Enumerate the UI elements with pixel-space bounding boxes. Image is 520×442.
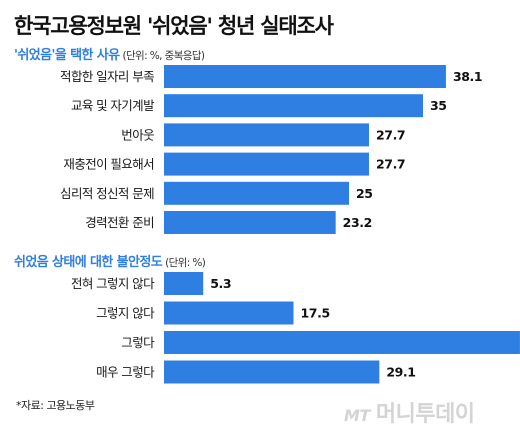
section-1-title: '쉬었음'을 택한 사유 [14, 48, 120, 63]
category-label-1-1: 적합한 일자리 부족 [60, 69, 154, 84]
category-label-2-3: 그렇다 [121, 335, 155, 350]
section-1-unit: (단위: %, 중복응답) [122, 50, 205, 62]
bar-1-3 [164, 123, 369, 147]
value-label-1-3: 27.7 [376, 127, 405, 142]
value-label-1-2: 35 [430, 98, 447, 113]
bar-2-2 [164, 301, 294, 325]
bar-1-2 [164, 94, 423, 118]
value-label-1-1: 38.1 [453, 69, 482, 84]
value-label-1-6: 23.2 [343, 215, 372, 230]
category-label-1-5: 심리적 정신적 문제 [60, 186, 154, 201]
category-label-2-4: 매우 그렇다 [96, 365, 155, 380]
bar-1-6 [164, 211, 336, 234]
value-label-2-1: 5.3 [210, 276, 231, 291]
bar-1-1 [164, 65, 446, 88]
bar-2-1 [164, 272, 204, 295]
chart-title: 한국고용정보원 '쉬었음' 청년 실태조사 [14, 14, 334, 38]
value-label-1-5: 25 [356, 186, 373, 201]
category-label-2-2: 그렇지 않다 [96, 306, 155, 321]
section-2-heading: 쉬었음 상태에 대한 불안정도 (단위: %) [14, 251, 206, 270]
bar-1-5 [164, 181, 349, 205]
bar-1-4 [164, 152, 369, 176]
watermark: MT 머니투데이 [344, 396, 475, 428]
bar-2-3 [164, 331, 520, 354]
category-label-1-2: 교육 및 자기계발 [71, 98, 155, 113]
category-label-1-6: 경력전환 준비 [85, 215, 154, 230]
category-label-1-3: 번아웃 [121, 127, 154, 142]
section-1-heading: '쉬었음'을 택한 사유 (단위: %, 중복응답) [14, 44, 205, 63]
watermark-mt-logo: MT [344, 406, 370, 425]
value-label-2-4: 29.1 [386, 365, 415, 380]
bar-2-4 [164, 360, 380, 384]
source-note: *자료: 고용노동부 [16, 399, 95, 412]
value-label-1-4: 27.7 [376, 157, 405, 172]
section-2-unit: (단위: %) [165, 257, 206, 269]
section-2-title: 쉬었음 상태에 대한 불안정도 [14, 255, 163, 270]
value-label-2-2: 17.5 [301, 306, 330, 321]
watermark-brand: 머니투데이 [375, 402, 475, 427]
category-label-2-1: 전혀 그렇지 않다 [71, 276, 155, 291]
category-label-1-4: 재충전이 필요해서 [63, 157, 154, 172]
